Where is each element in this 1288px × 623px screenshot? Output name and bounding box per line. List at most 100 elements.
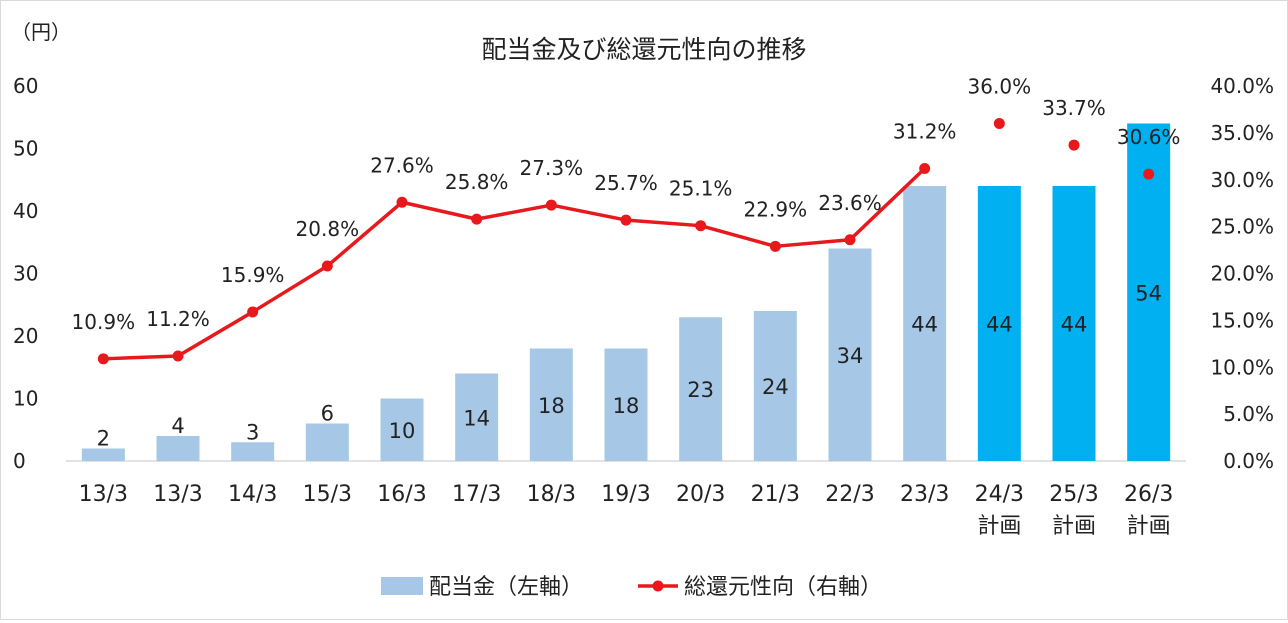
x-tick-label: 14/3 — [228, 482, 277, 507]
x-tick-label: 19/3 — [601, 482, 650, 507]
payout-ratio-label: 33.7% — [1042, 96, 1106, 120]
payout-ratio-point — [247, 306, 259, 318]
dividend-bar — [380, 398, 424, 461]
legend: 配当金（左軸） 総還元性向（右軸） — [381, 575, 882, 600]
dividend-bar-label: 23 — [687, 378, 714, 402]
payout-ratio-label: 10.9% — [72, 310, 136, 334]
dividend-bar — [828, 248, 872, 461]
x-tick-line: 13/3 — [153, 482, 202, 507]
dividend-bar-label: 44 — [986, 313, 1013, 337]
x-tick-line: 25/3 — [1049, 482, 1098, 507]
dividend-bar-label: 10 — [389, 419, 416, 443]
payout-ratio-point — [844, 234, 856, 246]
payout-ratio-label: 25.1% — [669, 177, 733, 201]
left-tick-label: 40 — [13, 199, 38, 223]
legend-line-marker — [652, 580, 664, 592]
x-tick-line: 24/3 — [975, 482, 1024, 507]
left-tick-label: 30 — [13, 262, 38, 286]
x-tick-label: 16/3 — [377, 482, 426, 507]
right-tick-label: 20.0% — [1210, 262, 1274, 286]
x-tick-label: 13/3 — [153, 482, 202, 507]
payout-ratio-point — [321, 260, 333, 272]
payout-ratio-line — [103, 167, 926, 361]
x-tick-line: 18/3 — [527, 482, 576, 507]
legend-line-label: 総還元性向（右軸） — [684, 575, 882, 600]
payout-ratio-label: 27.6% — [370, 153, 434, 177]
payout-ratio-point — [1068, 139, 1080, 151]
payout-ratio-label: 31.2% — [893, 120, 957, 144]
dividend-bar — [1052, 186, 1096, 461]
x-tick-line: 14/3 — [228, 482, 277, 507]
x-tick-line: 13/3 — [79, 482, 128, 507]
payout-ratio-label: 22.9% — [744, 197, 808, 221]
left-axis-unit: （円） — [11, 20, 71, 44]
payout-ratio-point — [97, 353, 109, 365]
dividend-bar-label: 3 — [246, 420, 259, 444]
dividend-bar — [529, 348, 573, 461]
dividend-bar — [753, 311, 797, 461]
dividend-bar — [604, 348, 648, 461]
left-tick-label: 0 — [13, 449, 26, 473]
x-tick-line: 17/3 — [452, 482, 501, 507]
dividend-bar-label: 44 — [1061, 313, 1088, 337]
x-tick-label: 18/3 — [527, 482, 576, 507]
dividend-bar-label: 6 — [321, 402, 334, 426]
right-tick-label: 25.0% — [1210, 215, 1274, 239]
right-tick-label: 35.0% — [1210, 121, 1274, 145]
right-tick-label: 15.0% — [1210, 308, 1274, 332]
dividend-bar-label: 34 — [837, 344, 864, 368]
x-tick-label: 17/3 — [452, 482, 501, 507]
dividend-bar-label: 24 — [762, 375, 789, 399]
payout-ratio-point — [993, 118, 1005, 129]
x-tick-line: 21/3 — [751, 482, 800, 507]
x-tick-label: 23/3 — [900, 482, 949, 507]
line-series: 10.9% 11.2% 15.9% 20.8% 27.6% 25.8% 27.3% 25.7%… — [72, 75, 1180, 365]
dividend-bar — [81, 448, 125, 461]
payout-ratio-point — [695, 220, 707, 232]
legend-bar-swatch — [381, 577, 423, 595]
x-tick-line: 26/3 — [1124, 482, 1173, 507]
payout-ratio-point — [471, 213, 483, 225]
axes: 0 10 20 30 40 50 60 0.0% 5.0% 10.0% 15.0% 20.0% 25.0… — [13, 74, 1274, 539]
payout-ratio-label: 36.0% — [968, 75, 1032, 99]
x-tick-label: 13/3 — [79, 482, 128, 507]
x-tick-line: 計画 — [1052, 514, 1096, 539]
payout-ratio-label: 27.3% — [520, 156, 584, 180]
x-tick-label: 25/3 計画 — [1049, 482, 1098, 539]
x-tick-label: 24/3 計画 — [975, 482, 1024, 539]
x-tick-label: 22/3 — [825, 482, 874, 507]
x-tick-line: 22/3 — [825, 482, 874, 507]
x-tick-line: 15/3 — [303, 482, 352, 507]
payout-ratio-point — [396, 196, 408, 208]
right-tick-label: 40.0% — [1210, 74, 1274, 98]
dividend-bar-label: 2 — [97, 427, 110, 451]
x-tick-label: 26/3 計画 — [1124, 482, 1173, 539]
left-tick-label: 50 — [13, 137, 38, 161]
left-tick-label: 10 — [13, 387, 38, 411]
x-tick-line: 計画 — [1127, 514, 1171, 539]
payout-ratio-point — [919, 163, 931, 174]
dividend-bar — [305, 423, 349, 461]
dividend-bar-label: 54 — [1135, 281, 1162, 305]
right-tick-label: 30.0% — [1210, 168, 1274, 192]
x-tick-line: 計画 — [977, 514, 1021, 539]
right-tick-label: 0.0% — [1223, 449, 1274, 473]
right-tick-label: 10.0% — [1210, 355, 1274, 379]
payout-ratio-label: 20.8% — [296, 217, 360, 241]
x-tick-line: 16/3 — [377, 482, 426, 507]
x-tick-line: 23/3 — [900, 482, 949, 507]
payout-ratio-label: 15.9% — [221, 263, 285, 287]
dividend-bar-label: 4 — [171, 414, 184, 438]
chart-title: 配当金及び総還元性向の推移 — [481, 35, 806, 64]
payout-ratio-point — [620, 214, 632, 226]
dividend-bar-label: 18 — [538, 394, 565, 418]
dividend-bar — [156, 436, 200, 461]
payout-ratio-point — [1143, 168, 1155, 180]
payout-ratio-label: 23.6% — [818, 191, 882, 215]
x-tick-label: 21/3 — [751, 482, 800, 507]
payout-ratio-point — [769, 240, 781, 252]
right-tick-label: 5.0% — [1223, 402, 1274, 426]
